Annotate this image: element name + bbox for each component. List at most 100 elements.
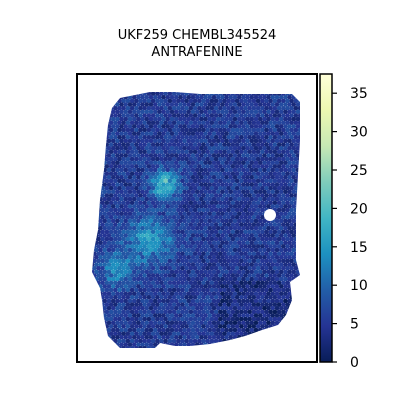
spot-point <box>167 215 173 220</box>
spot-point <box>119 291 124 296</box>
spot-point <box>138 200 143 206</box>
spot-point <box>115 313 120 318</box>
spot-point <box>182 109 187 115</box>
spot-point <box>155 309 160 315</box>
spot-point <box>207 284 213 289</box>
spot-point <box>102 225 108 231</box>
spot-point <box>247 98 252 104</box>
spot-point <box>138 273 143 278</box>
spot-point <box>228 225 234 231</box>
spot-point <box>136 218 141 224</box>
spot-point <box>291 175 297 180</box>
spot-point <box>220 305 225 311</box>
spot-point <box>276 295 282 300</box>
spot-point <box>215 240 221 246</box>
spot-point <box>171 193 177 198</box>
spot-point <box>192 331 198 336</box>
spot-point <box>239 316 244 322</box>
spot-point <box>224 95 229 100</box>
spot-point <box>155 178 160 184</box>
spot-point <box>171 338 177 344</box>
spot-point <box>104 207 110 213</box>
spot-point <box>203 313 208 318</box>
spot-point <box>119 116 124 122</box>
spot-point <box>243 265 248 271</box>
spot-point <box>125 273 131 278</box>
spot-point <box>136 276 141 282</box>
spot-point <box>285 135 290 140</box>
spot-point <box>180 193 185 198</box>
spot-point <box>152 233 158 238</box>
spot-point <box>190 167 196 173</box>
spot-point <box>207 247 213 253</box>
spot-point <box>159 338 164 344</box>
spot-point <box>186 233 192 238</box>
spot-point <box>207 145 213 151</box>
spot-point <box>157 247 162 253</box>
spot-point <box>253 102 259 107</box>
spot-point <box>131 95 137 100</box>
spot-point <box>232 109 238 115</box>
spot-point <box>161 124 166 129</box>
spot-point <box>176 120 181 125</box>
colorbar-tick-label: 10 <box>350 278 368 294</box>
spot-point <box>253 175 259 180</box>
spot-point <box>127 182 133 187</box>
spot-point <box>197 127 202 133</box>
spot-point <box>136 225 141 231</box>
spot-point <box>125 222 131 227</box>
spot-point <box>226 287 231 293</box>
spot-point <box>176 149 181 155</box>
spot-point <box>293 135 299 140</box>
spot-point <box>232 116 238 122</box>
spot-point <box>144 124 150 129</box>
spot-point <box>134 265 139 271</box>
spot-point <box>182 313 187 318</box>
spot-point <box>182 291 187 296</box>
spot-point <box>146 251 152 256</box>
spot-point <box>117 171 122 176</box>
spot-point <box>278 131 284 136</box>
spot-point <box>264 302 269 307</box>
spot-point <box>138 142 143 147</box>
spot-point <box>119 269 124 275</box>
spot-point <box>230 295 236 300</box>
spot-point <box>197 324 202 329</box>
spot-point <box>272 193 278 198</box>
spot-point <box>163 316 168 322</box>
spot-point <box>125 287 131 293</box>
spot-point <box>239 142 244 147</box>
spot-point <box>253 284 259 289</box>
spot-point <box>127 262 133 267</box>
spot-point <box>192 316 198 322</box>
spot-point <box>123 182 129 187</box>
spot-point <box>234 244 240 249</box>
spot-point <box>140 145 145 151</box>
spot-point <box>209 295 215 300</box>
spot-point <box>152 196 158 202</box>
spot-point <box>234 229 240 235</box>
spot-point <box>123 167 129 173</box>
spot-point <box>203 116 208 122</box>
spot-point <box>291 269 297 275</box>
spot-point <box>190 189 196 195</box>
spot-point <box>182 182 187 187</box>
spot-point <box>257 189 263 195</box>
spot-point <box>197 105 202 111</box>
spot-point <box>234 215 240 220</box>
spot-point <box>96 273 101 278</box>
spot-point <box>150 345 156 348</box>
spot-point <box>127 335 133 340</box>
spot-point <box>272 258 278 264</box>
spot-point <box>268 156 273 162</box>
spot-point <box>113 295 118 300</box>
spot-point <box>285 193 290 198</box>
spot-point <box>138 215 143 220</box>
spot-point <box>192 222 198 227</box>
spot-point <box>234 331 240 336</box>
spot-point <box>253 145 259 151</box>
spot-point <box>218 324 223 329</box>
spot-point <box>173 211 179 216</box>
spot-point <box>274 175 280 180</box>
spot-point <box>220 175 225 180</box>
